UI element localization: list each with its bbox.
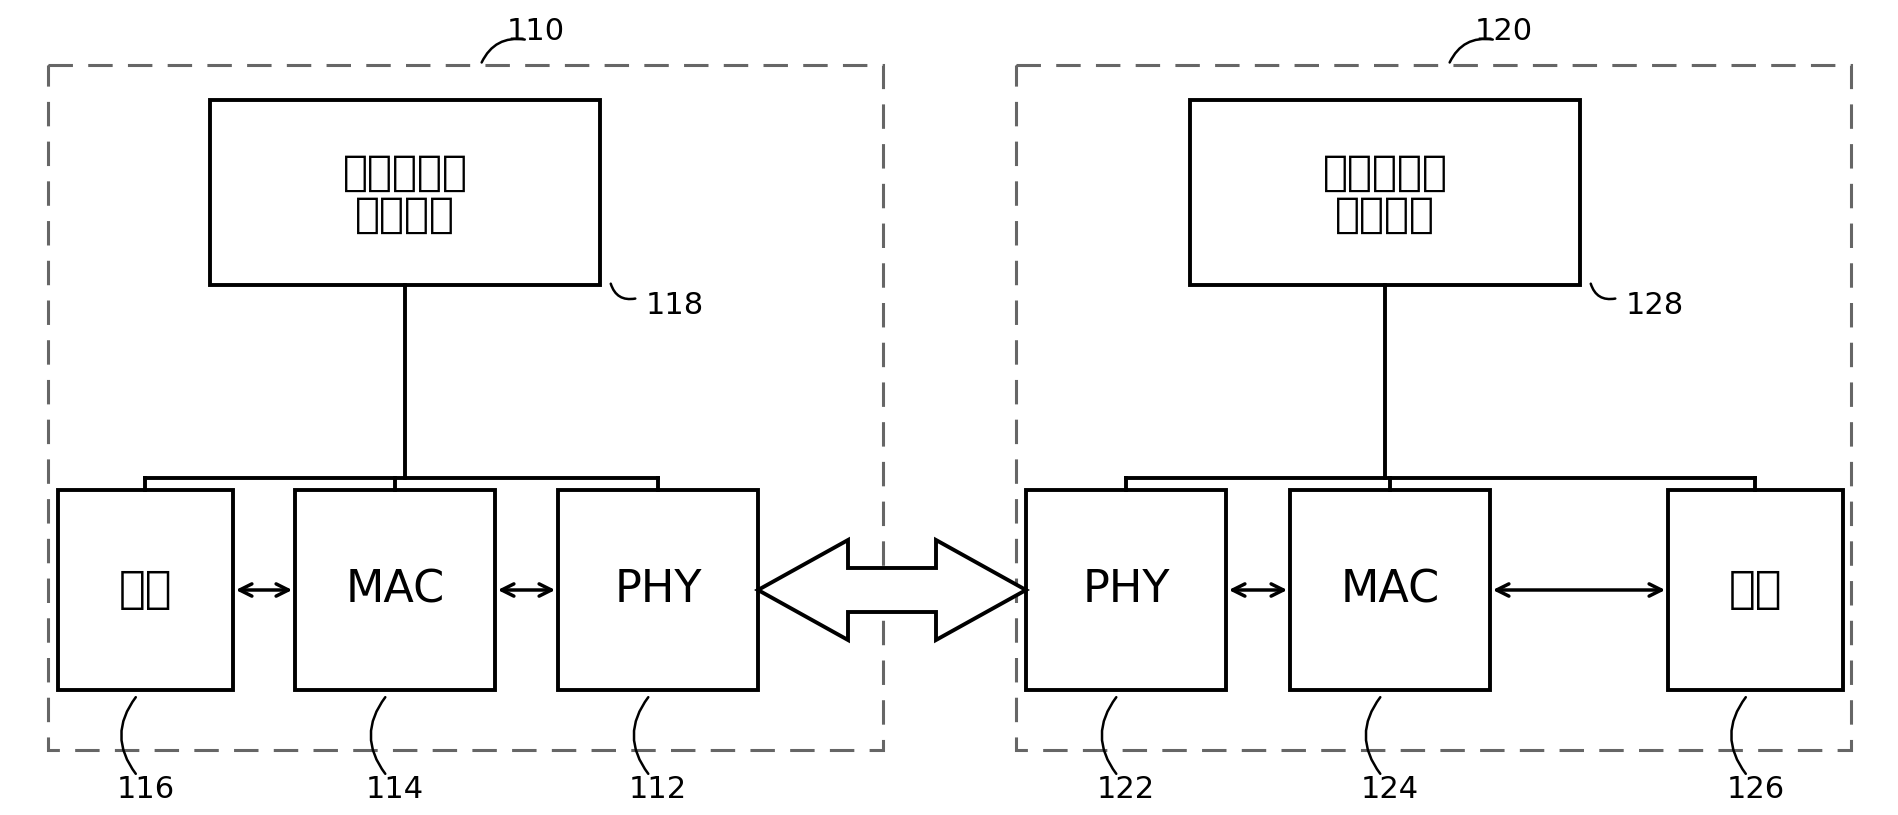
Text: 114: 114 (366, 776, 423, 804)
Bar (1025, 490, 1226, 690)
Text: 126: 126 (1725, 776, 1784, 804)
Text: 122: 122 (1097, 776, 1154, 804)
Text: 118: 118 (645, 290, 704, 319)
Text: 110: 110 (507, 17, 564, 46)
FancyArrowPatch shape (1365, 697, 1380, 773)
Text: MAC: MAC (1340, 569, 1439, 611)
Text: PHY: PHY (1082, 569, 1169, 611)
Text: 116: 116 (116, 776, 175, 804)
Bar (1666, 490, 1843, 690)
Bar (1289, 490, 1490, 690)
Text: 120: 120 (1473, 17, 1532, 46)
FancyArrowPatch shape (1448, 39, 1492, 63)
FancyArrowPatch shape (1101, 697, 1116, 773)
FancyArrowPatch shape (1591, 284, 1615, 299)
FancyArrowPatch shape (1731, 697, 1744, 773)
Bar (47, 65, 883, 750)
Text: 124: 124 (1361, 776, 1418, 804)
Bar (294, 490, 495, 690)
FancyArrowPatch shape (611, 284, 636, 299)
Text: 112: 112 (628, 776, 687, 804)
Text: 控制略略: 控制略略 (355, 193, 456, 236)
FancyArrowPatch shape (634, 697, 647, 773)
Bar (558, 490, 757, 690)
FancyArrowPatch shape (121, 697, 137, 773)
Polygon shape (757, 540, 1025, 640)
Text: 主机: 主机 (120, 569, 173, 611)
Bar (211, 100, 600, 285)
FancyArrowPatch shape (370, 697, 385, 773)
Bar (59, 490, 233, 690)
Text: MAC: MAC (345, 569, 444, 611)
Text: 主机: 主机 (1727, 569, 1782, 611)
Bar (1015, 65, 1851, 750)
Text: 能效以太网: 能效以太网 (1321, 152, 1446, 193)
Text: 控制略略: 控制略略 (1334, 193, 1435, 236)
Bar (1190, 100, 1579, 285)
Text: 能效以太网: 能效以太网 (342, 152, 467, 193)
FancyArrowPatch shape (482, 39, 524, 63)
Text: PHY: PHY (613, 569, 702, 611)
Text: 128: 128 (1625, 290, 1684, 319)
